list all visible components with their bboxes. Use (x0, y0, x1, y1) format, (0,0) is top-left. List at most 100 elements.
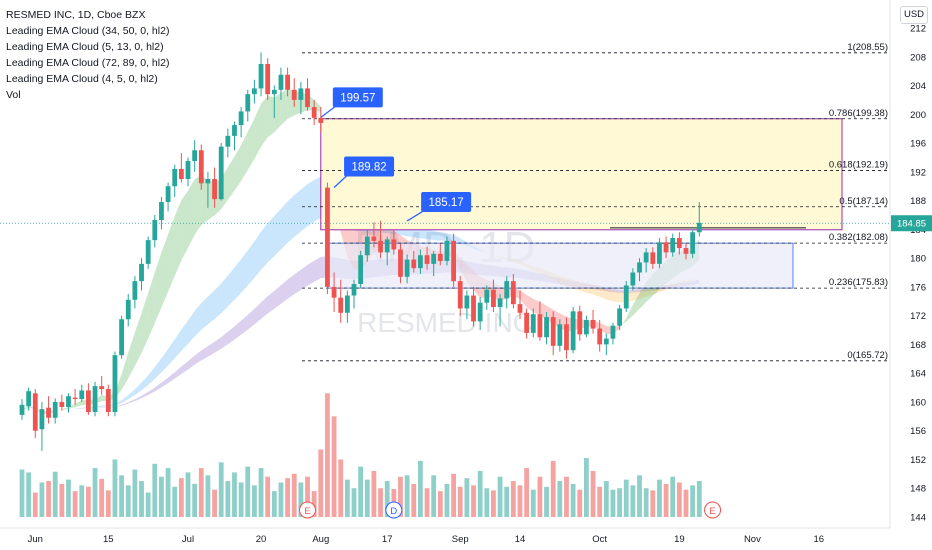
watermark-name: RESMED INC (357, 307, 533, 338)
fib-label: 0.618(192.19) (829, 159, 888, 170)
volume-bar (298, 482, 304, 517)
candle-body (325, 187, 330, 287)
volume-bar (564, 476, 569, 517)
cloud-72-89-segment (267, 290, 275, 314)
volume-bar (291, 473, 297, 517)
candle-body (418, 255, 423, 269)
candle-body (338, 297, 344, 313)
fib-label: 0.786(199.38) (829, 108, 888, 119)
time-tick-label: Jun (28, 534, 43, 545)
cloud-34-50-segment (241, 250, 248, 293)
volume-bar (145, 492, 151, 517)
volume-bar (311, 491, 317, 517)
volume-bar (198, 468, 204, 517)
time-tick-label: 15 (103, 534, 114, 545)
volume-bar (72, 491, 78, 517)
time-tick-label: 20 (256, 534, 267, 545)
volume-bar (178, 478, 184, 517)
legend-title[interactable]: RESMED INC, 1D, Cboe BZX (6, 9, 146, 21)
candle-body (139, 263, 144, 282)
cloud-5-13-segment (128, 332, 135, 379)
legend-line-ema-34-50[interactable]: Leading EMA Cloud (34, 50, 0, hl2) (6, 25, 170, 37)
cloud-34-50-segment (446, 233, 454, 242)
cloud-72-89-segment (632, 288, 640, 293)
candle-body (577, 311, 583, 335)
cloud-5-13-segment (261, 95, 268, 147)
time-tick-label: 14 (515, 534, 526, 545)
volume-bar (99, 478, 105, 517)
volume-bar (79, 485, 85, 517)
cloud-72-89-segment (234, 320, 242, 340)
callout-pointer (406, 209, 426, 222)
candle-body (617, 308, 622, 326)
price-tick-label: 172 (910, 311, 926, 322)
drawing-zones (320, 118, 843, 289)
cloud-5-13-segment (619, 317, 627, 329)
cloud-72-89-segment (247, 308, 255, 330)
cloud-34-50-segment (247, 241, 255, 286)
volume-bar (570, 483, 576, 517)
candle-body (398, 249, 403, 277)
cloud-34-50-segment (294, 189, 301, 237)
volume-bar (424, 488, 430, 517)
candle-body (172, 168, 178, 187)
legend-line-ema-72-89[interactable]: Leading EMA Cloud (72, 89, 0, hl2) (6, 57, 170, 69)
cloud-34-50-segment (134, 382, 142, 396)
candle-body (524, 312, 530, 333)
volume-bar (139, 481, 144, 517)
cloud-34-50-segment (274, 208, 281, 257)
volume-bar (59, 483, 65, 517)
event-marker-letter: D (390, 506, 397, 517)
candle-body (378, 240, 383, 253)
cloud-5-13-segment (168, 216, 175, 292)
cloud-34-50-segment (181, 320, 188, 351)
cloud-72-89-segment (141, 391, 149, 399)
price-tick-label: 204 (910, 81, 926, 92)
cloud-34-50-segment (652, 286, 660, 295)
volume-bar (26, 472, 32, 517)
candle-body (491, 289, 496, 308)
fib-target-zone (320, 118, 843, 231)
cloud-72-89-segment (300, 264, 308, 290)
legend-line-ema-5-13[interactable]: Leading EMA Cloud (5, 13, 0, hl2) (6, 41, 164, 53)
cloud-34-50-segment (427, 228, 434, 240)
candle-body (218, 146, 224, 200)
candle-body (437, 253, 443, 261)
volume-bar (159, 476, 164, 517)
volume-bar (39, 482, 45, 517)
volume-bar (544, 486, 549, 517)
currency-button[interactable]: USD (900, 6, 928, 24)
event-marker-circle (704, 501, 722, 519)
cloud-72-89-segment (154, 382, 162, 392)
price-tick-label: 200 (910, 110, 926, 121)
legend-line-vol[interactable]: Vol (6, 89, 21, 101)
cloud-5-13-segment (533, 298, 540, 316)
volume-bar (451, 473, 456, 517)
legend-line-ema-4-5[interactable]: Leading EMA Cloud (4, 5, 0, hl2) (6, 73, 158, 85)
candle-body (358, 255, 364, 285)
volume-bar (650, 490, 656, 517)
candle-body (305, 88, 310, 108)
candle-body (510, 281, 516, 305)
volume-bar (119, 475, 124, 517)
candle-body (198, 150, 204, 184)
volume-bar (610, 489, 616, 517)
fib-label: 0(165.72) (847, 350, 888, 361)
cloud-34-50-segment (194, 302, 202, 337)
volume-bar (132, 469, 138, 517)
cloud-5-13-segment (68, 403, 76, 409)
cloud-5-13-segment (632, 293, 640, 316)
cloud-72-89-segment (134, 395, 142, 402)
candle-body (238, 111, 244, 126)
candle-body (252, 88, 257, 95)
time-tick-label: Oct (592, 534, 607, 545)
candle-body (185, 161, 191, 180)
volume-bar (457, 486, 463, 517)
volume-bar (46, 481, 51, 517)
candle-body (66, 396, 71, 407)
candle-body (192, 150, 198, 162)
cloud-34-50-segment (599, 286, 607, 300)
callout-pointer (320, 104, 338, 118)
